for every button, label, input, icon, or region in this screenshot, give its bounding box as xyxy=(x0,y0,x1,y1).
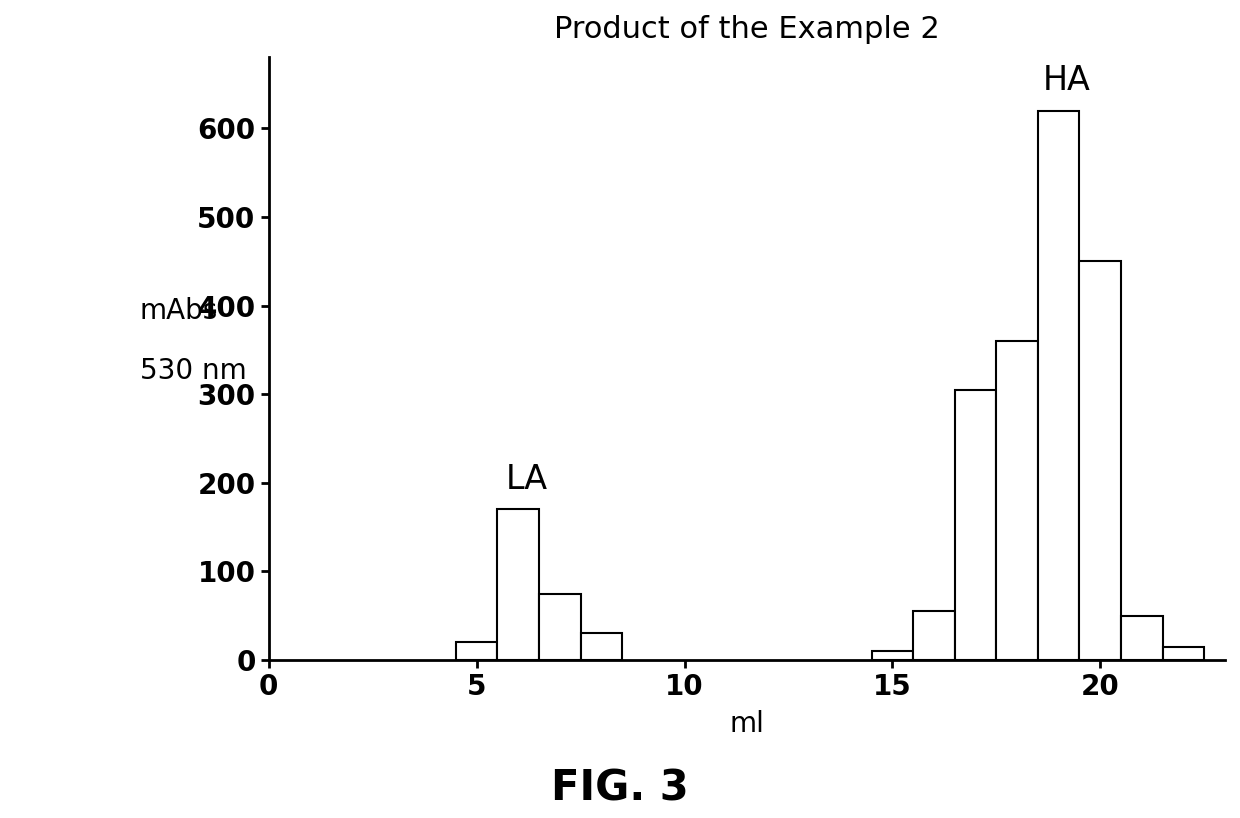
Text: LA: LA xyxy=(506,463,548,496)
Bar xyxy=(872,651,913,660)
Bar xyxy=(1163,647,1204,660)
Title: Product of the Example 2: Product of the Example 2 xyxy=(554,15,940,44)
Bar xyxy=(497,510,539,660)
Bar xyxy=(955,389,996,660)
Bar xyxy=(456,642,497,660)
Text: mAbs: mAbs xyxy=(140,297,218,325)
Bar xyxy=(1121,616,1163,660)
Bar xyxy=(580,633,622,660)
Bar xyxy=(1038,110,1080,660)
Bar xyxy=(1080,261,1121,660)
Bar xyxy=(996,341,1038,660)
Bar xyxy=(539,594,580,660)
X-axis label: ml: ml xyxy=(729,709,764,738)
Bar xyxy=(913,611,955,660)
Text: 530 nm: 530 nm xyxy=(140,357,247,384)
Text: HA: HA xyxy=(1043,65,1091,97)
Text: FIG. 3: FIG. 3 xyxy=(551,768,689,810)
